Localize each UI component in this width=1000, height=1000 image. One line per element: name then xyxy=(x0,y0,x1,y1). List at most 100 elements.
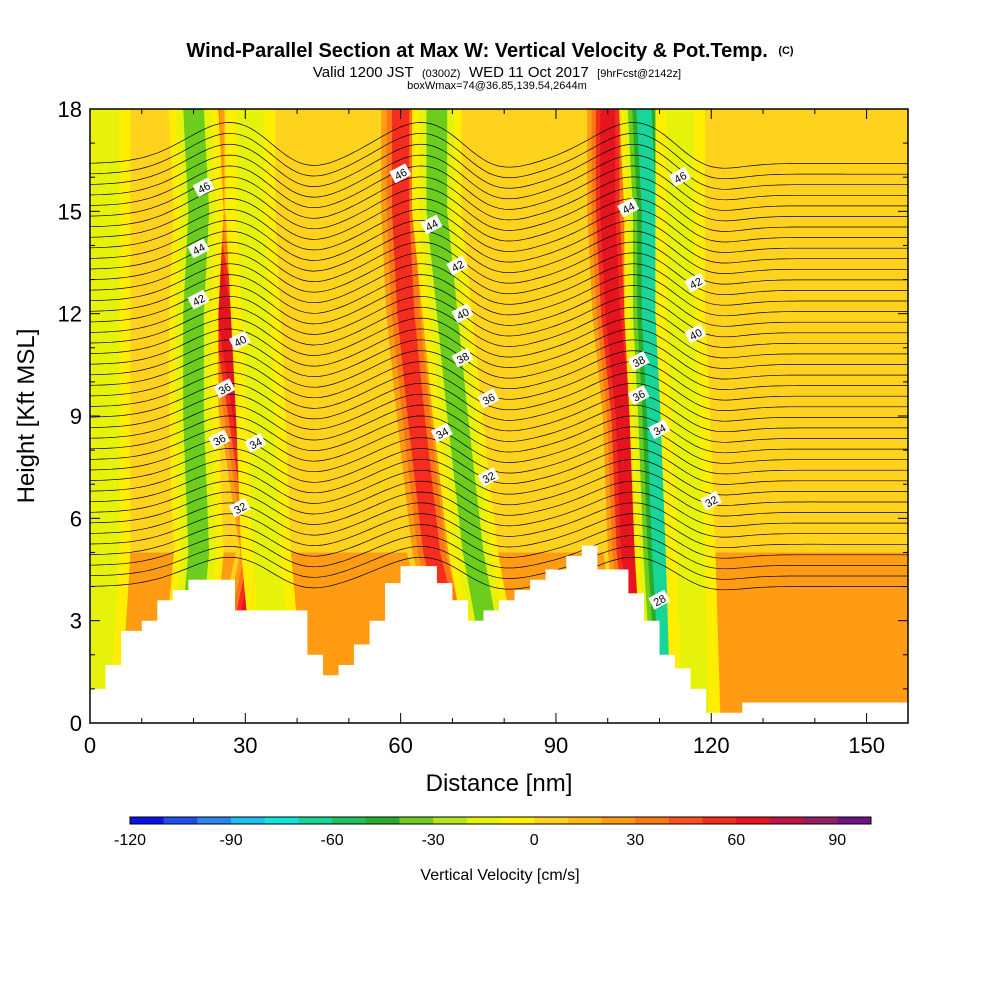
subtitle-forecast: [9hrFcst@2142z] xyxy=(597,68,681,80)
theta-extra-label-9-text: 38 xyxy=(631,354,647,370)
theta-contour-37-5 xyxy=(90,350,908,390)
theta-extra-label-9: 38 xyxy=(627,350,650,371)
theta-label-32-box xyxy=(228,497,251,518)
theta-extra-label-11: 34 xyxy=(648,419,671,440)
theta-extra-label-1: 46 xyxy=(389,163,412,184)
theta-contour-46 xyxy=(90,165,908,211)
w-band-3-level-1 xyxy=(236,109,296,723)
theta-extra-label-1-box xyxy=(389,163,412,184)
colorbar-title: Vertical Velocity [cm/s] xyxy=(420,867,579,884)
theta-extra-label-4-text: 40 xyxy=(455,306,471,322)
colorbar-swatch-19 xyxy=(769,817,804,824)
theta-contour-48 xyxy=(90,122,908,169)
theta-contour-33 xyxy=(90,448,908,485)
x-tick-label-1: 30 xyxy=(233,733,257,758)
w-band-8-level-1 xyxy=(666,109,710,723)
theta-label-46-text: 46 xyxy=(196,180,212,196)
theta-extra-label-8: 44 xyxy=(617,197,640,218)
theta-contour-32 xyxy=(90,469,908,506)
chart-title: Wind-Parallel Section at Max W: Vertical… xyxy=(186,40,767,62)
x-tick-label-4: 120 xyxy=(693,733,730,758)
subtitle-boxmax: boxWmax=74@36.85,139.54,2644m xyxy=(407,80,587,92)
theta-label-44-text: 44 xyxy=(191,242,207,258)
theta-extra-label-10: 36 xyxy=(627,385,650,406)
theta-contour-44 xyxy=(90,209,908,253)
theta-contours xyxy=(90,122,908,591)
w-band-8 xyxy=(655,109,721,723)
theta-label-38-text: 38 xyxy=(455,351,471,367)
theta-extra-label-15-box xyxy=(700,490,723,511)
theta-extra-label-12-text: 46 xyxy=(672,170,688,186)
colorbar-swatch-13 xyxy=(567,817,602,824)
colorbar-label-2: -60 xyxy=(321,832,344,849)
colorbar-swatch-4 xyxy=(264,817,299,824)
theta-contour-36-5 xyxy=(90,372,908,411)
y-tick-label-2: 6 xyxy=(70,506,82,531)
colorbar-swatch-0 xyxy=(130,817,164,824)
theta-extra-label-5-box xyxy=(477,388,500,409)
theta-contour-41 xyxy=(90,274,908,317)
theta-extra-label-14-box xyxy=(684,323,707,344)
theta-contour-28 xyxy=(90,556,908,591)
theta-label-38: 38 xyxy=(451,347,474,368)
theta-contour-42 xyxy=(90,252,908,296)
theta-extra-label-13-box xyxy=(684,272,707,293)
colorbar-swatch-9 xyxy=(433,817,468,824)
theta-label-36: 36 xyxy=(213,378,236,399)
theta-contour-34 xyxy=(90,426,908,464)
theta-contour-labels: 28 32 34 36 38 40 42 44 46 36 46 44 42 40 36 34 32 44 38 36… xyxy=(187,163,723,610)
theta-extra-label-12: 46 xyxy=(668,166,691,187)
theta-extra-label-6: 34 xyxy=(430,422,453,443)
theta-label-28-box xyxy=(648,589,671,610)
theta-contour-30 xyxy=(90,513,908,549)
w-band-5 xyxy=(412,109,529,723)
chart-title-mark: (C) xyxy=(778,45,794,57)
colorbar-label-4: 0 xyxy=(530,832,539,849)
theta-extra-label-12-box xyxy=(668,166,691,187)
theta-contour-42-5 xyxy=(90,241,908,285)
theta-contour-31 xyxy=(90,491,908,527)
theta-extra-label-2: 44 xyxy=(420,214,443,235)
theta-contour-45 xyxy=(90,187,908,232)
theta-contour-41-5 xyxy=(90,263,908,306)
x-axis: 0 30 60 90 120 150 xyxy=(84,109,885,758)
terrain-mask xyxy=(90,545,908,723)
theta-extra-label-0: 36 xyxy=(208,429,231,450)
theta-extra-label-8-text: 44 xyxy=(621,201,637,217)
theta-extra-label-9-box xyxy=(627,350,650,371)
y-tick-label-4: 12 xyxy=(58,302,82,327)
x-tick-label-2: 60 xyxy=(388,733,412,758)
theta-label-46: 46 xyxy=(192,177,215,198)
theta-extra-label-0-box xyxy=(208,429,231,450)
theta-contour-30-5 xyxy=(90,502,908,538)
colorbar-swatch-12 xyxy=(534,817,569,824)
w-band-3 xyxy=(225,109,307,723)
colorbar-swatch-17 xyxy=(702,817,737,824)
colorbar-swatch-5 xyxy=(298,817,333,824)
theta-extra-label-7-text: 32 xyxy=(481,470,497,486)
theta-extra-label-11-text: 34 xyxy=(652,422,668,438)
theta-contour-43-5 xyxy=(90,219,908,264)
colorbar-swatch-11 xyxy=(500,817,535,824)
theta-label-44: 44 xyxy=(187,238,210,259)
y-tick-label-1: 3 xyxy=(70,609,82,634)
theta-extra-label-5: 36 xyxy=(477,388,500,409)
colorbar-label-1: -90 xyxy=(219,832,242,849)
theta-contour-44-5 xyxy=(90,198,908,243)
theta-label-28: 28 xyxy=(648,589,671,610)
y-tick-label-0: 0 xyxy=(70,711,82,736)
theta-extra-label-4: 40 xyxy=(451,303,474,324)
y-axis-title: Height [Kft MSL] xyxy=(13,329,40,504)
y-tick-label-6: 18 xyxy=(58,97,82,122)
theta-extra-label-13-text: 42 xyxy=(688,276,704,292)
theta-contour-29 xyxy=(90,535,908,570)
theta-label-42: 42 xyxy=(187,289,210,310)
colorbar: -120 -90 -60 -30 0 30 60 90 xyxy=(114,816,872,849)
colorbar-swatch-2 xyxy=(197,817,232,824)
colorbar-swatch-10 xyxy=(466,817,501,824)
theta-extra-label-7-box xyxy=(477,466,500,487)
colorbar-swatch-21 xyxy=(837,817,872,824)
theta-extra-label-7: 32 xyxy=(477,466,500,487)
